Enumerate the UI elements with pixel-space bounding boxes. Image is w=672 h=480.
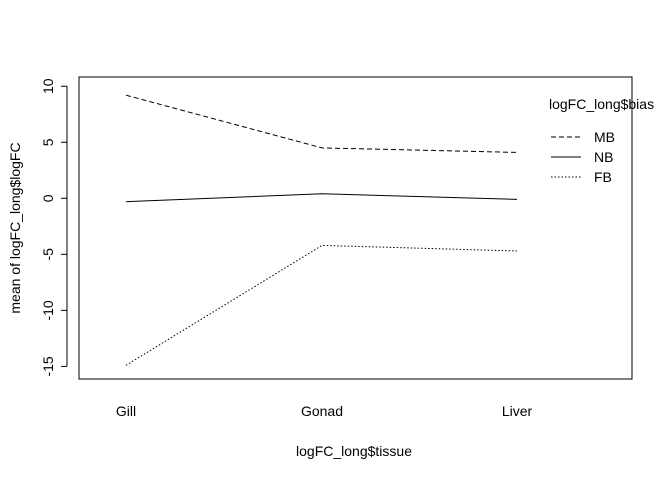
x-tick-label: Gill bbox=[116, 403, 136, 419]
series-line-nb bbox=[125, 193, 518, 203]
y-tick-label: 0 bbox=[40, 194, 56, 202]
y-tick-label: -5 bbox=[40, 248, 56, 261]
series-layer bbox=[125, 94, 518, 366]
legend: logFC_long$bias MB NB FB bbox=[549, 96, 654, 185]
x-tick-label: Liver bbox=[502, 403, 533, 419]
legend-label-fb: FB bbox=[594, 169, 612, 185]
legend-title: logFC_long$bias bbox=[549, 96, 654, 112]
y-axis: -15 -10 -5 0 5 10 bbox=[40, 78, 68, 377]
x-tick-label: Gonad bbox=[301, 403, 343, 419]
series-line-mb bbox=[125, 94, 518, 153]
x-axis-title: logFC_long$tissue bbox=[296, 443, 412, 459]
plot-box bbox=[78, 76, 633, 380]
x-axis: Gill Gonad Liver bbox=[116, 403, 533, 419]
legend-label-mb: MB bbox=[594, 129, 615, 145]
legend-label-nb: NB bbox=[594, 149, 613, 165]
y-tick-label: -10 bbox=[40, 300, 56, 320]
y-tick-label: -15 bbox=[40, 356, 56, 376]
y-tick-label: 5 bbox=[40, 138, 56, 146]
series-line-fb bbox=[125, 244, 518, 366]
y-axis-title: mean of logFC_long$logFC bbox=[7, 142, 23, 313]
y-tick-label: 10 bbox=[40, 78, 56, 94]
